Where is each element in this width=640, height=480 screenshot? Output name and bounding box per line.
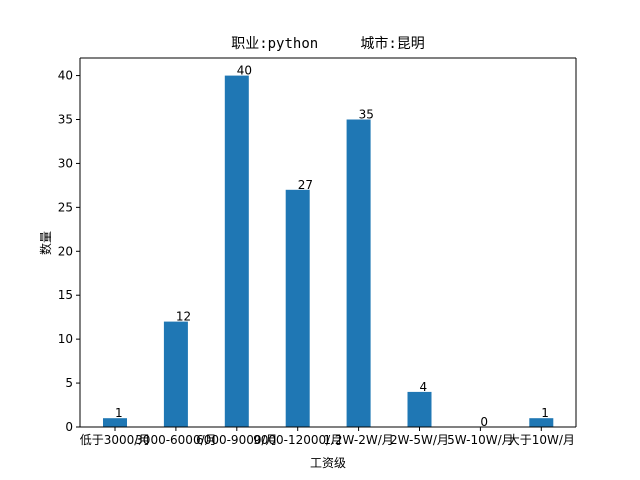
bar-value-label: 35: [359, 108, 374, 122]
y-tick-label: 15: [58, 288, 73, 302]
bar: [407, 391, 432, 427]
chart-title: 职业:python 城市:昆明: [231, 35, 425, 52]
bar-value-label: 1: [541, 406, 549, 420]
y-tick-label: 20: [58, 244, 73, 258]
x-tick-label: 5W-10W/月: [447, 433, 514, 447]
bar-value-label: 4: [420, 380, 428, 394]
bar: [103, 418, 127, 427]
x-axis-label: 工资级: [310, 456, 346, 470]
y-tick-label: 40: [58, 69, 73, 83]
y-tick-label: 5: [65, 376, 73, 390]
x-tick-label: 6000-9000/月: [196, 433, 277, 447]
y-tick-label: 30: [58, 156, 73, 170]
x-tick-label: 9000-12000/月: [253, 433, 342, 447]
y-tick-label: 10: [58, 332, 73, 346]
y-tick-label: 35: [58, 113, 73, 127]
bar-value-label: 27: [298, 178, 313, 192]
bar-value-label: 0: [480, 415, 488, 429]
y-axis-label: 数量: [38, 231, 53, 255]
bar-value-label: 1: [115, 406, 123, 420]
bar: [285, 189, 310, 427]
y-tick-label: 25: [58, 200, 73, 214]
x-tick-label: 2W-5W/月: [390, 433, 449, 447]
x-tick-label: 3000-6000/月: [135, 433, 216, 447]
bar: [346, 119, 371, 427]
bar-value-label: 40: [237, 64, 252, 78]
bar-value-label: 12: [176, 310, 191, 324]
bar: [163, 321, 188, 427]
bar: [224, 75, 249, 427]
x-tick-label: 低于3000/月: [80, 433, 151, 447]
bar: [529, 418, 554, 427]
y-tick-label: 0: [65, 420, 73, 434]
x-tick-label: 1.2W-2W/月: [323, 433, 393, 447]
x-tick-label: 大于10W/月: [508, 433, 575, 447]
plot-area: 1124027354010510152025303540低于3000/月3000…: [58, 57, 577, 447]
